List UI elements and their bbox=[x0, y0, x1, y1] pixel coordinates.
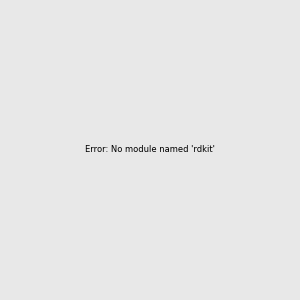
Text: Error: No module named 'rdkit': Error: No module named 'rdkit' bbox=[85, 146, 215, 154]
